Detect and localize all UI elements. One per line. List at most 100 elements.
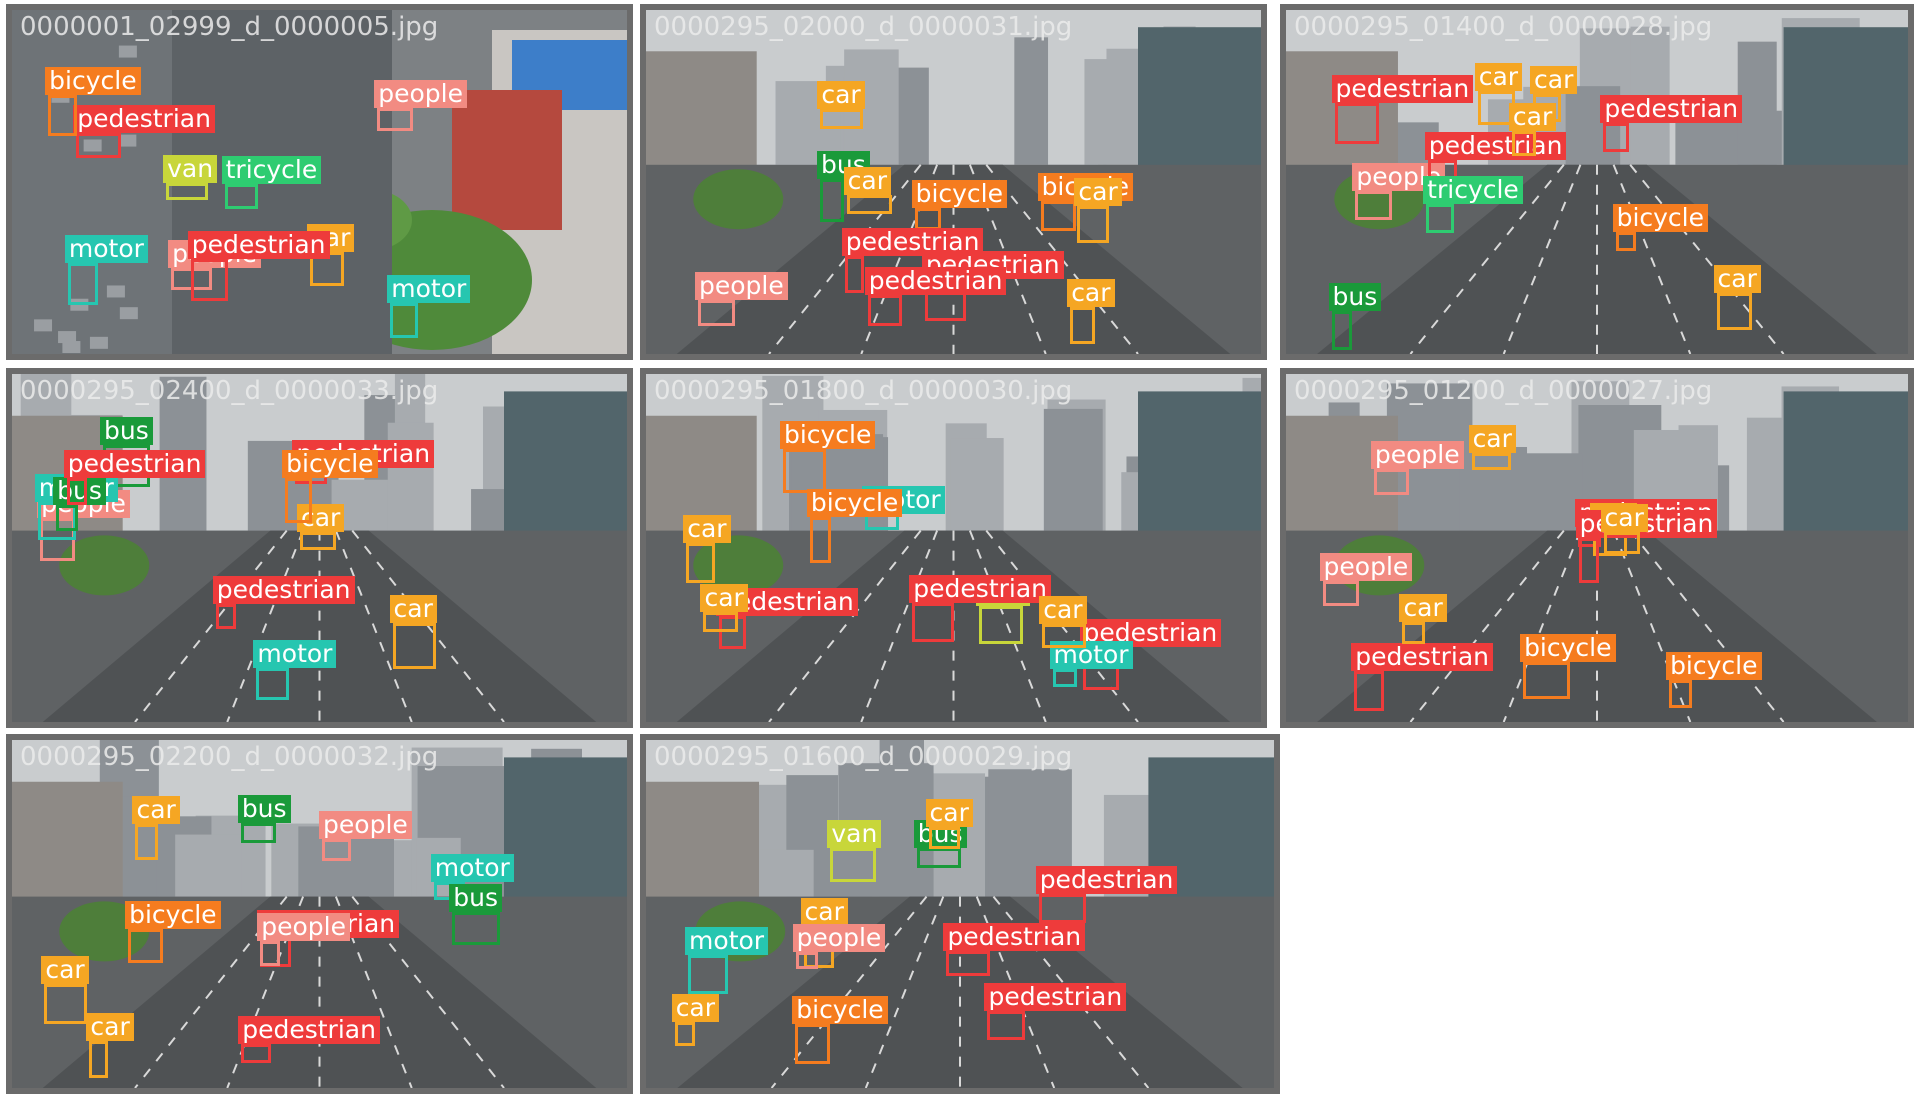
detection-box: people [1319,552,1413,606]
detection-box: car [817,80,865,129]
detection-box: people [792,924,886,969]
class-label: car [1600,504,1648,533]
bounding-box [1615,231,1636,251]
bounding-box [844,255,865,294]
class-label: bicycle [45,66,141,95]
bounding-box [867,294,903,327]
bounding-box [782,448,826,494]
tile-filename: 0000295_01600_d_0000029.jpg [654,742,1073,772]
detection-box: bicycle [1037,172,1133,231]
class-label: pedestrian [1600,95,1743,124]
detection-box: car [1508,102,1557,157]
class-label: people [257,913,350,942]
class-label: bicycle [1666,651,1762,680]
image-tile: 0000001_02999_d_0000005.jpg pedestrian peo… [6,4,633,360]
detection-box: motor [64,234,148,305]
detection-box: people [319,810,412,861]
bounding-box [1042,624,1086,649]
detection-box: car [925,798,973,850]
class-label: car [1474,63,1523,92]
class-label: tricycle [1423,176,1523,205]
detection-box: pedestrian [841,227,984,294]
detection-box: bicycle [1666,651,1762,709]
class-label: pedestrian [1351,643,1493,672]
class-label: people [374,79,467,108]
detection-box: people [257,913,350,967]
bounding-box [719,616,747,650]
tile-filename: 0000001_02999_d_0000005.jpg [20,12,439,42]
bounding-box [1523,662,1571,700]
detection-box: bicycle [125,901,221,963]
detection-box: pedestrian [1331,74,1474,145]
bounding-box [912,603,954,642]
bounding-box [1373,468,1409,496]
bounding-box [1070,306,1095,344]
bounding-box [1471,452,1511,470]
detection-box: bicycle [806,488,903,563]
class-label: bicycle [1520,634,1616,662]
detection-box: car [1067,278,1115,344]
bounding-box [795,1024,830,1064]
class-label: car [817,80,865,109]
detection-box: car [1468,424,1516,470]
bounding-box [1322,580,1359,606]
class-label: car [843,167,892,196]
class-label: car [389,594,437,623]
class-label: pedestrian [73,105,215,134]
bounding-box [452,911,500,946]
class-label: motor [430,853,514,882]
bounding-box [224,184,259,209]
class-label: bus [1328,282,1382,311]
detection-box: car [1074,177,1122,244]
class-label: pedestrian [841,227,984,256]
class-label: pedestrian [1331,74,1474,103]
bounding-box [1603,532,1641,554]
detection-box: pedestrian [73,105,215,159]
class-label: people [319,810,412,839]
detection-box: pedestrian [187,231,330,301]
class-label: car [700,584,748,613]
class-label: bus [53,477,106,506]
class-label: bicycle [282,450,378,479]
bounding-box [1402,622,1425,644]
detection-box: car [843,167,893,214]
class-label: pedestrian [212,575,355,604]
class-label: car [1074,177,1122,206]
detection-box: car [86,1013,134,1079]
detection-box: bus [449,883,502,946]
bounding-box [44,984,88,1024]
bounding-box [978,605,1024,645]
bounding-box [820,108,863,129]
class-label: van [163,155,218,184]
bounding-box [285,478,313,523]
bounding-box [1603,123,1629,152]
detection-box: bicycle [45,66,141,136]
aerial-photo [646,740,1274,1088]
class-label: pedestrian [238,1016,380,1045]
class-label: pedestrian [864,266,1007,295]
bounding-box [128,929,163,963]
bounding-box [390,302,419,338]
detection-box: bus [913,820,967,868]
detection-box: pedestrian [1351,643,1493,712]
detection-box: car [296,504,345,551]
detection-box: bus [53,477,106,531]
bounding-box [67,262,99,305]
detection-box: car [389,594,437,669]
class-label: bicycle [779,420,876,449]
class-label: pedestrian [943,923,1086,952]
bounding-box [820,179,845,223]
detection-box: car [41,956,89,1024]
detection-box: bus [237,794,291,843]
aerial-photo [646,374,1261,722]
bounding-box [135,823,159,861]
class-label: car [86,1013,134,1042]
bounding-box [1355,191,1392,221]
detection-box: bicycle [1520,634,1616,700]
class-label: bus [100,416,153,445]
class-label: car [1468,424,1516,453]
bounding-box [66,478,88,505]
class-label: van [827,819,882,848]
class-label: pedestrian [1424,131,1567,160]
